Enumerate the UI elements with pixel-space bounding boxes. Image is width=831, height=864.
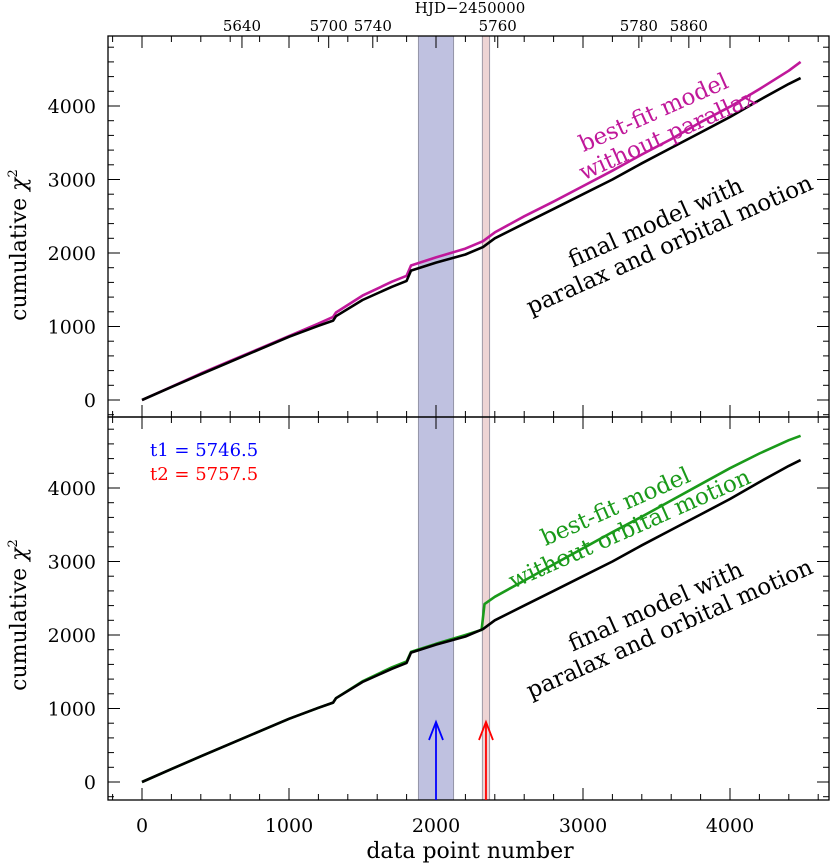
- panel-2-frame: [107, 416, 830, 801]
- panel-frames: [107, 35, 830, 801]
- panel-1-y-tick-label: 2000: [48, 243, 96, 265]
- x-tick-label: 2000: [412, 815, 460, 837]
- axis-ticks: [108, 36, 829, 800]
- top-axis-tick-label: 5860: [670, 17, 708, 35]
- y-axis-title-exponent: 2: [6, 169, 21, 177]
- y-axis-title-exponent: 2: [6, 539, 21, 547]
- y-axis-title-symbol: χ: [7, 546, 32, 563]
- panel-1-y-tick-label: 4000: [48, 96, 96, 118]
- y-axis-title-text: cumulative: [7, 198, 32, 321]
- shaded-region-2: [481, 35, 491, 801]
- x-axis-title: data point number: [366, 839, 574, 864]
- panel-2-y-tick-label: 0: [84, 772, 96, 794]
- panel-2-series-2-line: [141, 458, 802, 784]
- annotation-best-fit-no-parallax: best-fit model without parallax: [565, 61, 761, 186]
- y-axis-title-top: cumulative χ2: [6, 169, 32, 321]
- panel-2-y-tick-label: 3000: [48, 552, 96, 574]
- top-axis-tick-label: 5740: [354, 17, 392, 35]
- panel-2-y-tick-label: 2000: [48, 625, 96, 647]
- panel-1-y-tick-label: 1000: [48, 317, 96, 339]
- annotation-final-model-top: final model with paralax and orbital mot…: [512, 147, 817, 321]
- panel-1-series-2-line: [141, 76, 802, 402]
- top-axis-tick-label: 5760: [479, 17, 517, 35]
- x-tick-label: 3000: [559, 815, 607, 837]
- arrows: [428, 719, 494, 800]
- top-axis-title: HJD−2450000: [415, 0, 526, 17]
- y-axis-title-text: cumulative: [7, 568, 32, 691]
- x-tick-label: 0: [136, 815, 148, 837]
- annotation-line2: paralax and orbital motion: [523, 170, 817, 320]
- panel-1-y-tick-label: 3000: [48, 170, 96, 192]
- top-axis-tick-label: 5780: [620, 17, 658, 35]
- y-axis-title-symbol: χ: [7, 176, 32, 193]
- series-lines: [141, 60, 802, 784]
- annotation-line2: paralax and orbital motion: [523, 554, 817, 704]
- shaded-regions: [417, 35, 491, 801]
- tick-labels: 0 1000 2000 3000 4000 0 1000 2000 3000 4000 0 1000 2…: [48, 17, 755, 837]
- top-axis-tick-label: 5700: [310, 17, 348, 35]
- param-t2: t2 = 5757.5: [150, 464, 258, 485]
- y-axis-title-bottom: cumulative χ2: [6, 539, 32, 691]
- param-t1: t1 = 5746.5: [150, 440, 258, 461]
- x-tick-label: 4000: [706, 815, 754, 837]
- top-axis-tick-label: 5640: [223, 17, 261, 35]
- panel-1-y-tick-label: 0: [84, 390, 96, 412]
- panel-2-y-tick-label: 4000: [48, 478, 96, 500]
- x-tick-label: 1000: [265, 815, 313, 837]
- panel-2-y-tick-label: 1000: [48, 699, 96, 721]
- arrow-2-head: [478, 719, 494, 741]
- arrow-1-head: [428, 719, 444, 741]
